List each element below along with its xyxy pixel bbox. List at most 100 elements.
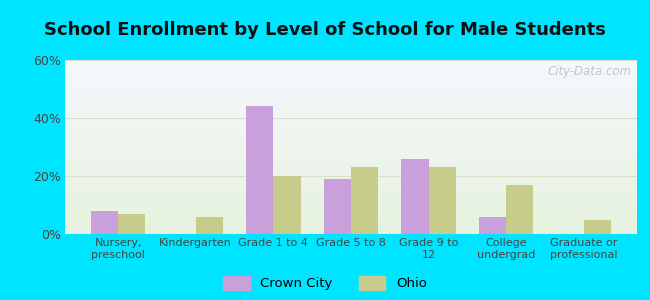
- Bar: [65, 66, 637, 67]
- Bar: [65, 170, 637, 171]
- Bar: [65, 158, 637, 159]
- Bar: [65, 111, 637, 112]
- Bar: [65, 71, 637, 72]
- Bar: [65, 147, 637, 148]
- Bar: [65, 97, 637, 98]
- Bar: [65, 123, 637, 124]
- Bar: [65, 221, 637, 222]
- Bar: [65, 214, 637, 215]
- Bar: [65, 131, 637, 132]
- Bar: [65, 73, 637, 74]
- Bar: [65, 225, 637, 226]
- Bar: [65, 163, 637, 164]
- Bar: [65, 160, 637, 161]
- Bar: [65, 91, 637, 92]
- Bar: [65, 192, 637, 193]
- Bar: [65, 144, 637, 145]
- Bar: [65, 216, 637, 217]
- Bar: [65, 90, 637, 91]
- Bar: [506, 185, 534, 234]
- Bar: [351, 167, 378, 234]
- Bar: [65, 64, 637, 65]
- Bar: [65, 134, 637, 135]
- Bar: [65, 96, 637, 97]
- Bar: [65, 143, 637, 144]
- Bar: [65, 125, 637, 126]
- Bar: [65, 117, 637, 118]
- Bar: [65, 77, 637, 78]
- Bar: [65, 193, 637, 194]
- Bar: [65, 82, 637, 83]
- Bar: [65, 186, 637, 187]
- Bar: [65, 149, 637, 150]
- Bar: [65, 132, 637, 133]
- Bar: [65, 195, 637, 196]
- Bar: [65, 63, 637, 64]
- Bar: [65, 150, 637, 151]
- Bar: [65, 199, 637, 200]
- Bar: [65, 113, 637, 114]
- Bar: [65, 72, 637, 73]
- Bar: [65, 205, 637, 206]
- Bar: [65, 209, 637, 210]
- Bar: [196, 217, 223, 234]
- Bar: [65, 95, 637, 96]
- Bar: [65, 197, 637, 198]
- Bar: [65, 122, 637, 123]
- Bar: [65, 201, 637, 202]
- Bar: [65, 167, 637, 168]
- Bar: [65, 129, 637, 130]
- Bar: [65, 130, 637, 131]
- Bar: [65, 226, 637, 227]
- Bar: [65, 166, 637, 167]
- Bar: [65, 74, 637, 75]
- Bar: [65, 187, 637, 188]
- Bar: [65, 164, 637, 165]
- Bar: [65, 200, 637, 201]
- Bar: [65, 175, 637, 176]
- Bar: [65, 83, 637, 84]
- Bar: [65, 99, 637, 100]
- Bar: [65, 107, 637, 108]
- Bar: [65, 85, 637, 86]
- Bar: [65, 168, 637, 169]
- Bar: [65, 120, 637, 121]
- Bar: [65, 109, 637, 110]
- Bar: [65, 126, 637, 127]
- Bar: [65, 196, 637, 197]
- Bar: [402, 159, 428, 234]
- Bar: [65, 161, 637, 162]
- Bar: [65, 100, 637, 101]
- Bar: [65, 118, 637, 119]
- Bar: [65, 127, 637, 128]
- Bar: [65, 121, 637, 122]
- Bar: [65, 69, 637, 70]
- Bar: [65, 62, 637, 63]
- Bar: [65, 185, 637, 186]
- Bar: [65, 146, 637, 147]
- Bar: [65, 184, 637, 185]
- Bar: [65, 156, 637, 157]
- Bar: [65, 204, 637, 205]
- Bar: [91, 211, 118, 234]
- Bar: [65, 94, 637, 95]
- Bar: [65, 191, 637, 192]
- Bar: [65, 112, 637, 113]
- Bar: [584, 220, 611, 234]
- Bar: [65, 222, 637, 223]
- Bar: [65, 198, 637, 199]
- Bar: [65, 70, 637, 71]
- Bar: [65, 212, 637, 213]
- Bar: [65, 151, 637, 152]
- Text: City-Data.com: City-Data.com: [547, 65, 631, 78]
- Bar: [65, 179, 637, 180]
- Bar: [65, 148, 637, 149]
- Bar: [65, 67, 637, 68]
- Bar: [65, 102, 637, 103]
- Legend: Crown City, Ohio: Crown City, Ohio: [223, 276, 427, 290]
- Bar: [65, 213, 637, 214]
- Bar: [65, 211, 637, 212]
- Bar: [65, 114, 637, 115]
- Bar: [65, 108, 637, 109]
- Bar: [65, 190, 637, 191]
